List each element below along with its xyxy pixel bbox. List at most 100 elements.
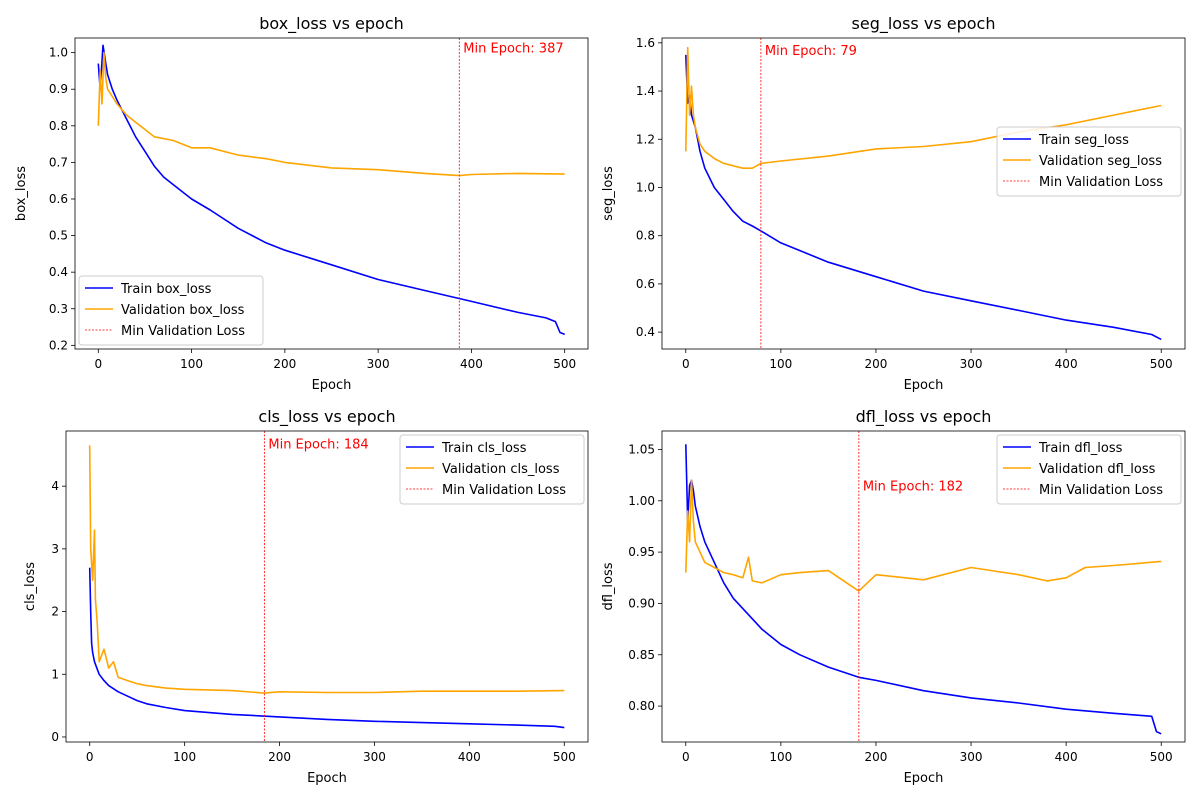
y-tick-label: 0.2	[49, 338, 68, 352]
y-tick-label: 1.05	[628, 442, 655, 456]
y-tick-label: 1.0	[49, 46, 68, 60]
legend-label: Train seg_loss	[1038, 133, 1129, 148]
x-tick-label: 100	[173, 750, 196, 764]
y-tick-label: 1.4	[636, 84, 655, 98]
x-tick-label: 100	[180, 357, 203, 371]
y-tick-label: 3	[51, 542, 59, 556]
subplot-cls_loss: cls_loss vs epoch 0 100 200 300 400 500 0 1 2 3 4 Ep…	[23, 407, 589, 786]
validation-loss-line	[88, 445, 565, 694]
x-tick-label: 100	[769, 750, 792, 764]
x-tick-label: 200	[865, 750, 888, 764]
x-tick-label: 0	[682, 750, 690, 764]
axes-frame	[661, 430, 1186, 743]
plot-area	[88, 445, 565, 729]
legend-label: Min Validation Loss	[1039, 175, 1163, 190]
chart-title: dfl_loss vs epoch	[856, 407, 992, 427]
y-tick-label: 0.80	[628, 699, 655, 713]
y-tick-label: 0.85	[628, 648, 655, 662]
plot-area	[685, 444, 1162, 735]
y-tick-label: 0.6	[49, 192, 68, 206]
legend: Train seg_loss Validation seg_loss Min Val…	[996, 126, 1182, 197]
legend-box	[996, 434, 1182, 505]
y-tick-label: 1.00	[628, 494, 655, 508]
x-tick-label: 0	[682, 357, 690, 371]
legend-label: Validation seg_loss	[1039, 154, 1162, 169]
y-tick-label: 1	[51, 667, 59, 681]
x-tick-label: 200	[865, 357, 888, 371]
min-epoch-annotation: Min Epoch: 387	[463, 42, 563, 57]
y-tick-label: 1.2	[636, 132, 655, 146]
chart-title: seg_loss vs epoch	[852, 14, 996, 34]
legend-label: Train cls_loss	[441, 441, 527, 456]
plot-area	[685, 46, 1162, 341]
x-tick-label: 200	[268, 750, 291, 764]
validation-loss-line	[685, 479, 1162, 592]
axes-frame	[661, 37, 1186, 350]
y-tick-label: 0.95	[628, 545, 655, 559]
x-axis-label: Epoch	[312, 378, 352, 393]
x-tick-label: 200	[273, 357, 296, 371]
legend-box	[78, 275, 264, 346]
legend: Train dfl_loss Validation dfl_loss Min Val…	[996, 434, 1182, 505]
min-epoch-annotation: Min Epoch: 184	[268, 438, 368, 453]
x-tick-label: 500	[553, 357, 576, 371]
x-tick-label: 400	[460, 357, 483, 371]
legend: Train box_loss Validation box_loss Min Val…	[78, 275, 264, 346]
x-axis-label: Epoch	[307, 771, 347, 786]
x-tick-label: 300	[960, 750, 983, 764]
legend-label: Min Validation Loss	[1039, 483, 1163, 498]
y-tick-label: 0.8	[636, 229, 655, 243]
x-tick-label: 400	[1055, 357, 1078, 371]
x-tick-label: 0	[86, 750, 94, 764]
plot-area	[97, 44, 565, 336]
legend-label: Train box_loss	[120, 282, 212, 297]
subplot-dfl_loss: dfl_loss vs epoch 0 100 200 300 400 500 0.80 0.8…	[601, 407, 1186, 786]
y-tick-label: 1.6	[636, 36, 655, 50]
y-axis-label: seg_loss	[601, 166, 616, 221]
legend-label: Validation dfl_loss	[1039, 462, 1156, 477]
y-axis-label: dfl_loss	[601, 562, 616, 610]
legend-label: Train dfl_loss	[1038, 441, 1123, 456]
train-loss-line	[88, 567, 565, 729]
y-tick-label: 4	[51, 479, 59, 493]
x-tick-label: 400	[458, 750, 481, 764]
y-axis-label: box_loss	[14, 166, 29, 221]
train-loss-line	[97, 44, 565, 336]
legend-box	[996, 126, 1182, 197]
axes-frame	[65, 430, 589, 743]
x-tick-label: 500	[1150, 357, 1173, 371]
x-tick-label: 0	[94, 357, 102, 371]
y-axis-label: cls_loss	[23, 562, 38, 611]
validation-loss-line	[97, 51, 565, 177]
legend-label: Validation cls_loss	[442, 462, 560, 477]
x-axis-label: Epoch	[904, 771, 944, 786]
subplot-seg_loss: seg_loss vs epoch 0 100 200 300 400 500 0.4 0.6 0…	[601, 14, 1186, 393]
x-tick-label: 100	[769, 357, 792, 371]
min-epoch-annotation: Min Epoch: 79	[765, 44, 857, 59]
y-tick-label: 1.0	[636, 180, 655, 194]
train-loss-line	[685, 444, 1162, 735]
x-tick-label: 300	[363, 750, 386, 764]
y-tick-label: 0.4	[636, 325, 655, 339]
x-tick-label: 300	[367, 357, 390, 371]
chart-title: box_loss vs epoch	[259, 14, 404, 34]
y-tick-label: 0.90	[628, 596, 655, 610]
subplot-box_loss: box_loss vs epoch 0 100 200 300 400 500 0.2 0.3 0…	[14, 14, 589, 393]
x-tick-label: 500	[553, 750, 576, 764]
y-tick-label: 2	[51, 605, 59, 619]
y-tick-label: 0.7	[49, 155, 68, 169]
y-tick-label: 0.5	[49, 229, 68, 243]
y-tick-label: 0.3	[49, 302, 68, 316]
x-tick-label: 500	[1150, 750, 1173, 764]
legend-box	[399, 434, 585, 505]
y-tick-label: 0.6	[636, 277, 655, 291]
min-epoch-annotation: Min Epoch: 182	[863, 480, 963, 495]
x-axis-label: Epoch	[904, 378, 944, 393]
legend-label: Min Validation Loss	[121, 324, 245, 339]
legend: Train cls_loss Validation cls_loss Min Val…	[399, 434, 585, 505]
axes-frame	[74, 37, 589, 350]
y-tick-label: 0	[51, 730, 59, 744]
y-tick-label: 0.9	[49, 82, 68, 96]
validation-loss-line	[685, 46, 1162, 169]
